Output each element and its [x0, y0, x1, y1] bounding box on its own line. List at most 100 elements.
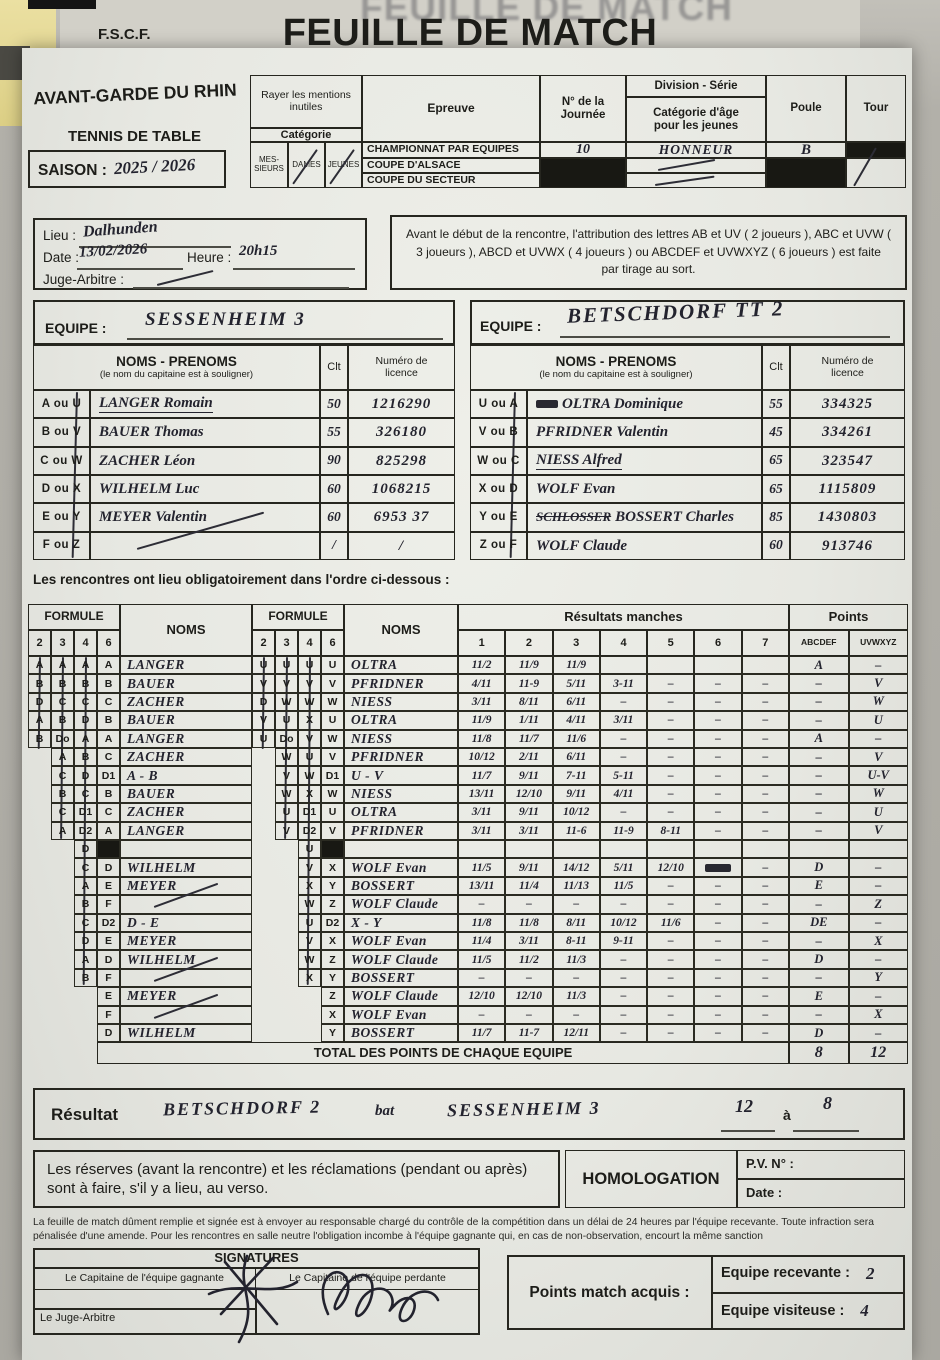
- manche-2-cell: 8/11: [505, 692, 553, 712]
- grid-name-right: PFRIDNER: [344, 821, 458, 840]
- roster-left-name-header: NOMS - PRENOMS (le nom du capitaine est …: [33, 345, 320, 390]
- points-abcdef-cell: –: [789, 895, 849, 914]
- text: C: [58, 806, 67, 819]
- roster-right-letters: W ou C: [470, 446, 527, 475]
- result-label: Résultat: [51, 1105, 119, 1124]
- formule-right-cell: D2: [298, 821, 321, 840]
- text: WOLF Evan: [536, 480, 616, 497]
- manche-3-cell: 5/11: [552, 674, 600, 693]
- formule-left-cell: A: [74, 950, 97, 969]
- text: –: [762, 898, 769, 911]
- text: –: [715, 971, 721, 984]
- formule-left-cell: F: [97, 1005, 120, 1024]
- manche-2-cell: –: [505, 895, 553, 914]
- text: Y ou E: [479, 511, 518, 524]
- text: B: [81, 677, 90, 690]
- text: C: [104, 751, 113, 764]
- text: U: [282, 659, 291, 672]
- text: 11/9: [519, 659, 539, 672]
- roster-right-licence: 1115809: [790, 474, 905, 504]
- roster-right-licence: 1430803: [790, 503, 905, 532]
- text: A ou U: [41, 397, 82, 410]
- text: –: [526, 1008, 532, 1021]
- text: W: [872, 694, 884, 709]
- formule-right-cell: W: [321, 692, 344, 712]
- manche-7-cell: –: [741, 766, 789, 785]
- text: X: [328, 861, 336, 874]
- fscf-label: F.S.C.F.: [98, 26, 151, 43]
- referee-label: Le Juge-Arbitre: [40, 1312, 116, 1324]
- text: 7-11: [566, 769, 587, 782]
- manche-5-cell: –: [647, 987, 695, 1006]
- roster-right-letters: X ou D: [470, 474, 527, 504]
- roster-left-licence-header: Numéro de licence: [348, 345, 455, 390]
- text: 13/11: [468, 879, 495, 892]
- roster-left-clt: /: [320, 531, 348, 560]
- text: 3/11: [471, 824, 492, 837]
- text: X ou D: [478, 482, 519, 495]
- formule-left-cell: E: [97, 876, 120, 896]
- text: ZACHER Léon: [99, 452, 196, 469]
- manche-3-cell: 4/11: [552, 711, 600, 730]
- roster-left-letters: A ou U: [33, 390, 90, 419]
- text: –: [762, 953, 769, 966]
- text: Y: [328, 1027, 336, 1040]
- text: –: [815, 749, 822, 764]
- result-a-label: à: [783, 1107, 791, 1123]
- text: V: [305, 732, 313, 745]
- roster-right-clt: 65: [762, 474, 790, 504]
- text: –: [667, 990, 674, 1003]
- text: 8/11: [566, 916, 587, 929]
- manche-1-cell: 11/4: [458, 932, 506, 951]
- formule-left-cell: B: [51, 784, 74, 804]
- roster-left-licence: 326180: [348, 418, 455, 447]
- formule-right-cell: W: [298, 692, 321, 712]
- manche-col-1: 1: [458, 630, 506, 656]
- formule-right-cell: V: [298, 674, 321, 693]
- manche-6-cell: –: [694, 711, 742, 730]
- formule-left-cell: A: [51, 656, 74, 675]
- manche-7-cell: –: [741, 729, 789, 748]
- text: Z: [874, 896, 883, 911]
- grid-name-left: BAUER: [120, 674, 252, 693]
- division-row2-cell: [626, 158, 766, 173]
- homologation-title: HOMOLOGATION: [565, 1150, 737, 1208]
- team-right-line: [560, 336, 890, 338]
- manche-1-cell: 3/11: [458, 803, 506, 822]
- text: –: [715, 990, 721, 1003]
- text: BOSSERT Charles: [615, 509, 734, 526]
- text: –: [715, 935, 721, 948]
- manche-1-cell: 11/7: [458, 766, 506, 785]
- text: D1: [101, 769, 116, 782]
- text: 4/11: [566, 714, 587, 727]
- manche-3-cell: 11/3: [552, 950, 600, 969]
- manche-4-cell: –: [599, 1024, 648, 1043]
- formule-col-4: 4: [298, 630, 321, 656]
- season-value: 2025 / 2026: [113, 154, 196, 179]
- manche-5-cell: –: [647, 711, 695, 730]
- text: 9/11: [519, 806, 539, 819]
- text: NIESS: [351, 785, 393, 801]
- text: MEYER Valentin: [99, 509, 207, 526]
- text: 913746: [822, 537, 873, 554]
- grid-name-right: [344, 840, 458, 859]
- formule-right-cell: Z: [321, 895, 344, 914]
- manche-2-cell: 11/8: [505, 913, 553, 932]
- manche-4-cell: 3-11: [599, 674, 648, 693]
- text: A: [104, 824, 113, 837]
- manche-2-cell: 11/7: [505, 729, 553, 748]
- points-acquis-label: Points match acquis :: [507, 1255, 712, 1330]
- manche-3-cell: –: [552, 895, 600, 914]
- text: W ou C: [477, 454, 520, 467]
- grid-name-right: BOSSERT: [344, 876, 458, 896]
- text: –: [715, 1027, 721, 1040]
- manche-3-cell: –: [552, 1005, 600, 1024]
- text: –: [715, 953, 721, 966]
- text: 5/11: [566, 677, 587, 690]
- formule-left-cell: B: [97, 784, 120, 804]
- grid-name-right: X - Y: [344, 913, 458, 932]
- text: [536, 400, 558, 409]
- formule-right-cell: V: [275, 821, 298, 840]
- text: X: [305, 714, 313, 727]
- grid-points-header: Points: [789, 604, 908, 630]
